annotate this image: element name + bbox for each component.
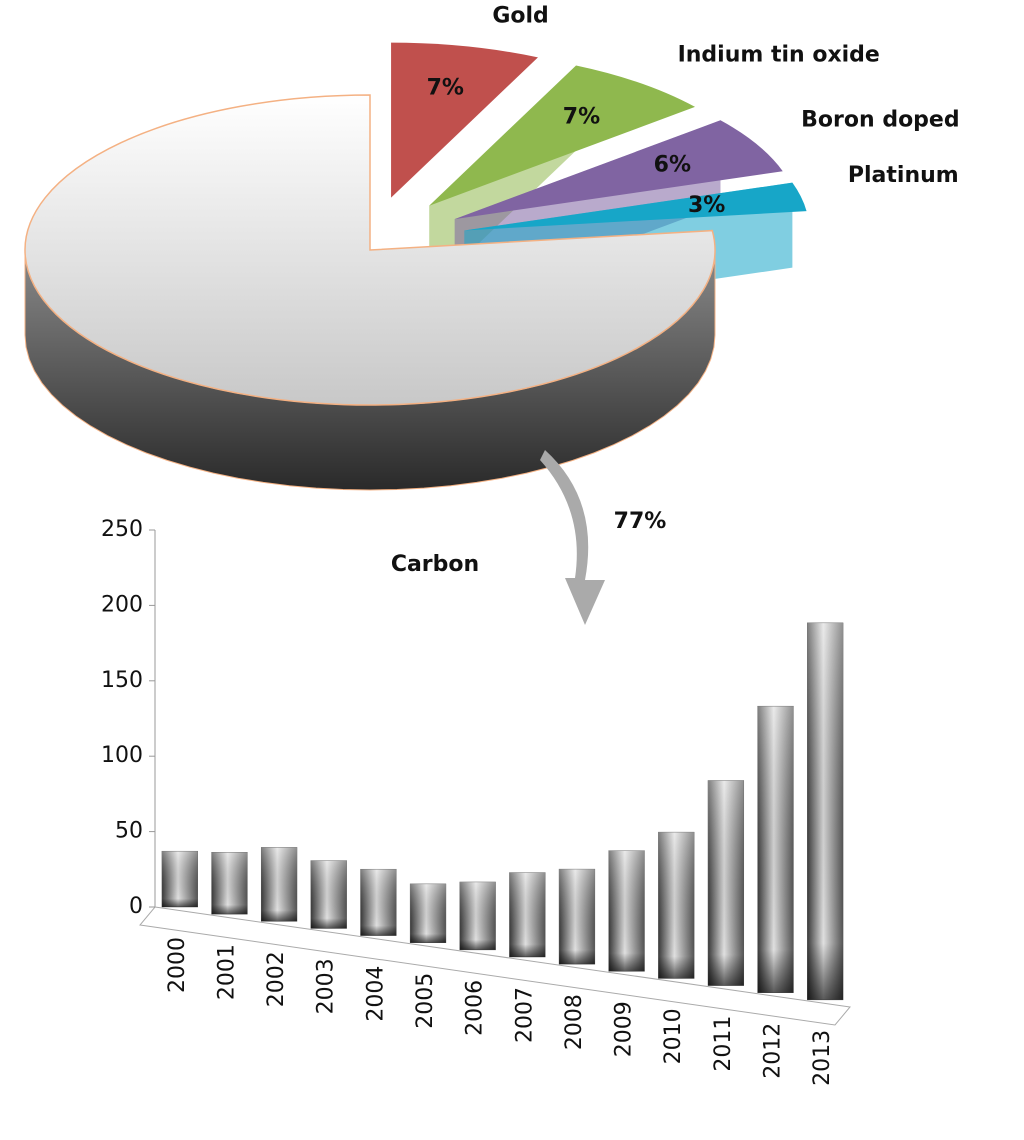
x-tick-label: 2003	[314, 958, 339, 1014]
x-tick-label: 2005	[413, 973, 438, 1029]
value-label: 6%	[654, 152, 691, 177]
x-tick-label: 2012	[761, 1023, 786, 1079]
bar-shade	[261, 847, 297, 922]
bar-shade	[807, 622, 844, 1000]
pie-slice	[24, 94, 716, 406]
value-label: 7%	[427, 76, 464, 101]
y-tick-label: 200	[101, 592, 143, 617]
y-tick-label: 150	[101, 668, 143, 693]
bar-shade	[608, 850, 645, 972]
bar-shade	[509, 872, 546, 957]
bar-shade	[757, 706, 794, 993]
bar-shade	[658, 832, 695, 979]
x-tick-label: 2004	[363, 966, 388, 1022]
y-tick-label: 250	[101, 517, 143, 542]
x-tick-label: 2009	[612, 1001, 637, 1057]
bar-shade	[459, 881, 496, 950]
y-tick-label: 0	[129, 894, 143, 919]
category-label: Platinum	[848, 163, 959, 188]
bar-shade	[559, 869, 595, 965]
x-tick-label: 2006	[463, 980, 488, 1036]
arrow	[540, 450, 605, 625]
bar-shade	[310, 860, 347, 929]
floor	[139, 906, 851, 1026]
x-tick-label: 2002	[264, 951, 289, 1007]
pie-slice	[464, 182, 807, 231]
pie-slice	[391, 42, 538, 198]
value-label: 3%	[688, 193, 725, 218]
category-label: Gold	[492, 3, 548, 28]
value-label: 77%	[614, 509, 667, 534]
bar-shade	[708, 780, 744, 986]
category-label: Indium tin oxide	[678, 42, 880, 67]
bar-chart: 0 50 100 150 200 250 2000 2001 2002 2003 2004 2005 2…	[101, 517, 851, 1086]
pie-slice	[454, 120, 783, 220]
value-label: 7%	[563, 105, 600, 130]
pie-slice	[429, 65, 696, 206]
x-tick-label: 2000	[165, 937, 190, 993]
bar-shade	[410, 883, 446, 943]
x-tick-label: 2011	[711, 1016, 736, 1072]
bar-shade	[360, 869, 397, 936]
category-label: Carbon	[391, 552, 479, 577]
x-tick-label: 2013	[810, 1030, 835, 1086]
x-tick-label: 2010	[661, 1008, 686, 1064]
y-tick-label: 100	[101, 743, 143, 768]
category-label: Boron doped	[801, 107, 959, 132]
y-tick-label: 50	[115, 819, 143, 844]
bar-shade	[161, 851, 198, 907]
x-tick-label: 2008	[562, 994, 587, 1050]
pie-chart: 7% Gold 7% Indium tin oxide 6% Boron doped 3% P…	[24, 3, 960, 625]
bar-shade	[211, 852, 248, 915]
x-tick-label: 2001	[214, 944, 239, 1000]
x-tick-label: 2007	[512, 987, 537, 1043]
